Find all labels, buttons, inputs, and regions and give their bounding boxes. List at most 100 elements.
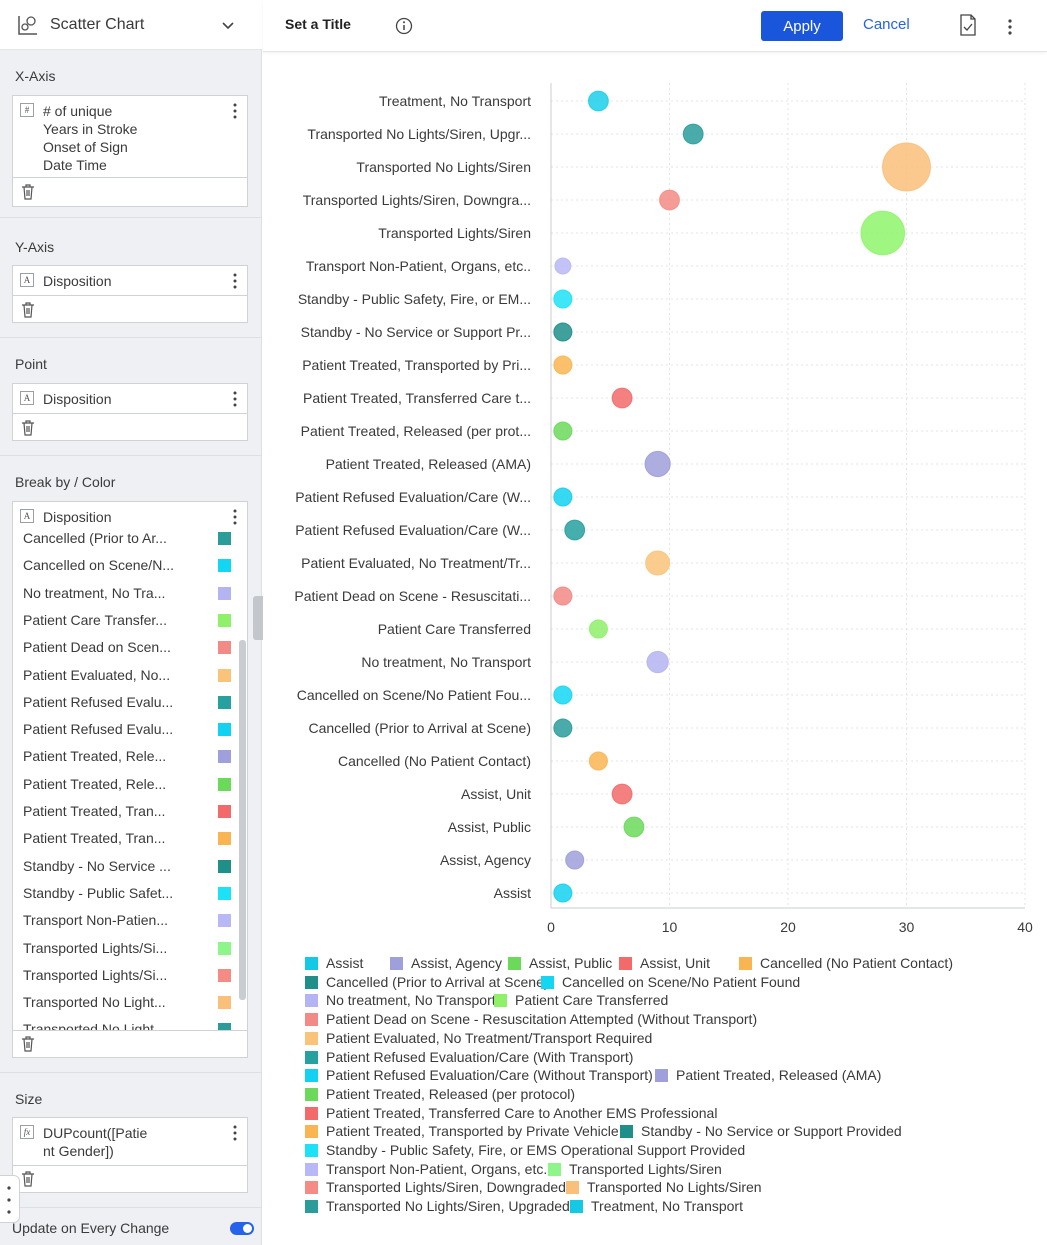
trash-icon[interactable] — [21, 1036, 35, 1052]
color-item-label: No treatment, No Tra... — [23, 584, 166, 601]
color-list-item[interactable]: Patient Treated, Rele... — [23, 748, 238, 768]
color-swatch[interactable] — [218, 805, 231, 818]
legend-swatch — [305, 1200, 318, 1214]
color-list-item[interactable]: Cancelled (Prior to Ar... — [23, 530, 238, 550]
kebab-menu-icon[interactable] — [233, 391, 237, 407]
color-swatch[interactable] — [218, 886, 231, 900]
color-list-item[interactable]: Patient Treated, Rele... — [23, 776, 238, 796]
color-list-item[interactable]: Patient Treated, Tran... — [23, 803, 238, 823]
color-item-label: Patient Treated, Tran... — [23, 830, 166, 847]
divider — [0, 337, 262, 338]
update-on-change-label: Update on Every Change — [12, 1220, 170, 1236]
color-swatch[interactable] — [218, 1023, 231, 1030]
legend-label: Patient Evaluated, No Treatment/Transpor… — [326, 1029, 653, 1046]
y-tick-label: Transport Non-Patient, Organs, etc.. — [306, 258, 531, 274]
color-swatch[interactable] — [218, 968, 231, 982]
color-swatch[interactable] — [218, 668, 231, 682]
y-tick-label: Cancelled (Prior to Arrival at Scene) — [308, 720, 531, 736]
kebab-menu-icon[interactable] — [233, 509, 237, 525]
trash-icon[interactable] — [21, 302, 35, 318]
update-on-change-toggle[interactable] — [230, 1222, 254, 1235]
color-list-item[interactable]: Patient Evaluated, No... — [23, 667, 238, 687]
color-list-item[interactable]: Standby - No Service ... — [23, 858, 238, 878]
apply-button[interactable]: Apply — [761, 11, 843, 41]
color-list-item[interactable]: Patient Refused Evalu... — [23, 694, 238, 714]
y-tick-label: Transported No Lights/Siren, Upgr... — [307, 126, 531, 142]
kebab-menu-icon[interactable] — [233, 273, 237, 289]
y-axis-field-name: Disposition — [43, 273, 112, 289]
legend-swatch — [548, 1162, 561, 1176]
divider — [0, 455, 262, 456]
scrollbar[interactable] — [239, 640, 246, 1000]
info-icon[interactable] — [395, 17, 413, 35]
color-item-label: Patient Care Transfer... — [23, 611, 167, 628]
y-tick-label: Standby - Public Safety, Fire, or EM... — [298, 291, 531, 307]
color-swatch[interactable] — [218, 750, 231, 764]
x-axis-field[interactable]: # # of unique Years in Stroke Onset of S… — [13, 96, 247, 178]
color-list-item[interactable]: Patient Care Transfer... — [23, 612, 238, 632]
side-menu-handle[interactable] — [0, 1175, 20, 1223]
y-axis-well: A Disposition — [12, 265, 248, 323]
legend-label: Standby - No Service or Support Provided — [641, 1123, 902, 1140]
color-list[interactable]: Cancelled (Prior to Ar... Cancelled on Sc… — [12, 530, 248, 1030]
legend-label: Patient Refused Evaluation/Care (Without… — [326, 1067, 653, 1084]
color-list-item[interactable]: Transported No Light... — [23, 1021, 238, 1030]
color-swatch[interactable] — [218, 559, 231, 573]
color-swatch[interactable] — [218, 723, 231, 737]
color-swatch[interactable] — [218, 941, 231, 955]
data-point — [564, 519, 586, 541]
color-swatch[interactable] — [218, 777, 231, 791]
kebab-menu-icon[interactable] — [1007, 18, 1013, 36]
y-tick-label: Patient Refused Evaluation/Care (W... — [295, 489, 531, 505]
color-list-item[interactable]: Transported Lights/Si... — [23, 940, 238, 960]
cancel-button[interactable]: Cancel — [863, 16, 910, 33]
chart-title[interactable]: Set a Title — [285, 16, 351, 32]
size-field[interactable]: fx DUPcount([Patie nt Gender]) — [13, 1118, 247, 1166]
color-list-item[interactable]: Transport Non-Patien... — [23, 912, 238, 932]
chart-type-selector[interactable]: Scatter Chart — [0, 0, 262, 50]
break-by-field[interactable]: A Disposition — [13, 502, 247, 532]
color-list-item[interactable]: No treatment, No Tra... — [23, 585, 238, 605]
legend-label: Assist, Public — [529, 955, 613, 971]
x-tick-label: 20 — [780, 919, 796, 935]
legend-swatch — [305, 994, 318, 1008]
document-icon[interactable] — [959, 14, 977, 36]
legend-swatch — [305, 1106, 318, 1120]
trash-icon[interactable] — [21, 420, 35, 436]
trash-icon[interactable] — [21, 184, 35, 200]
color-list-item[interactable]: Cancelled on Scene/N... — [23, 557, 238, 577]
color-list-item[interactable]: Patient Treated, Tran... — [23, 830, 238, 850]
y-axis-field[interactable]: A Disposition — [13, 266, 247, 296]
color-swatch[interactable] — [218, 996, 231, 1010]
color-list-item[interactable]: Patient Dead on Scen... — [23, 639, 238, 659]
legend-label: Patient Refused Evaluation/Care (With Tr… — [326, 1048, 634, 1065]
collapse-panel-handle[interactable] — [253, 596, 263, 640]
color-swatch[interactable] — [218, 586, 231, 600]
y-tick-label: Patient Care Transferred — [378, 621, 531, 637]
legend-swatch — [541, 975, 554, 989]
data-point — [646, 650, 669, 674]
kebab-menu-icon[interactable] — [233, 103, 237, 119]
color-list-item[interactable]: Transported No Light... — [23, 994, 238, 1014]
color-swatch[interactable] — [218, 532, 231, 545]
color-item-label: Patient Treated, Rele... — [23, 775, 167, 792]
color-swatch[interactable] — [218, 613, 231, 627]
color-swatch[interactable] — [218, 695, 231, 709]
trash-icon[interactable] — [21, 1171, 35, 1187]
chevron-down-icon[interactable] — [220, 18, 236, 34]
divider — [0, 217, 262, 218]
color-list-item[interactable]: Standby - Public Safet... — [23, 885, 238, 905]
legend-swatch — [570, 1200, 583, 1214]
color-list-item[interactable]: Patient Refused Evalu... — [23, 721, 238, 741]
point-field[interactable]: A Disposition — [13, 384, 247, 414]
color-swatch[interactable] — [218, 914, 231, 928]
color-item-label: Transported No Light... — [23, 1021, 166, 1030]
color-swatch[interactable] — [218, 641, 231, 655]
data-point — [553, 289, 573, 309]
kebab-menu-icon[interactable] — [233, 1125, 237, 1141]
color-list-item[interactable]: Transported Lights/Si... — [23, 967, 238, 987]
size-well: fx DUPcount([Patie nt Gender]) — [12, 1117, 248, 1193]
color-swatch[interactable] — [218, 859, 231, 873]
color-swatch[interactable] — [218, 832, 231, 846]
legend-label: No treatment, No Transport — [326, 992, 496, 1009]
